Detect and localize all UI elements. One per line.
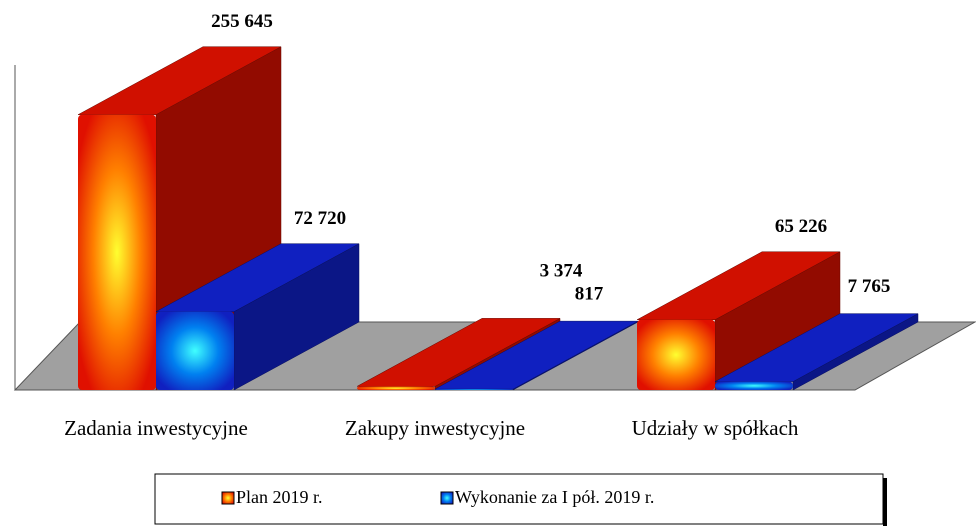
x-tick-label: Udziały w spółkach	[632, 416, 799, 440]
value-label: 3 374	[540, 261, 583, 282]
bar	[78, 114, 156, 390]
legend-shadow	[883, 478, 887, 526]
legend-swatch	[221, 491, 235, 505]
value-label: 817	[575, 283, 604, 304]
bars	[77, 46, 919, 391]
legend-swatch	[440, 491, 454, 505]
bar	[357, 386, 435, 390]
legend-label: Wykonanie za I pół. 2019 r.	[455, 487, 654, 507]
value-label: 65 226	[775, 216, 827, 237]
value-label: 7 765	[848, 276, 891, 297]
value-label: 255 645	[211, 11, 273, 32]
legend-label: Plan 2019 r.	[236, 487, 323, 507]
x-tick-label: Zakupy inwestycyjne	[345, 416, 525, 440]
bar	[435, 389, 513, 390]
legend	[154, 473, 884, 525]
value-label: 72 720	[294, 208, 346, 229]
x-tick-label: Zadania inwestycyjne	[64, 416, 248, 440]
bar	[156, 311, 234, 390]
bar	[715, 381, 793, 390]
bar	[637, 319, 715, 390]
